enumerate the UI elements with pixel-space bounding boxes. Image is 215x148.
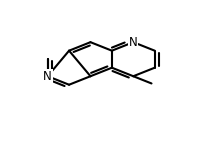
Text: N: N: [129, 36, 138, 49]
Text: N: N: [43, 70, 52, 83]
